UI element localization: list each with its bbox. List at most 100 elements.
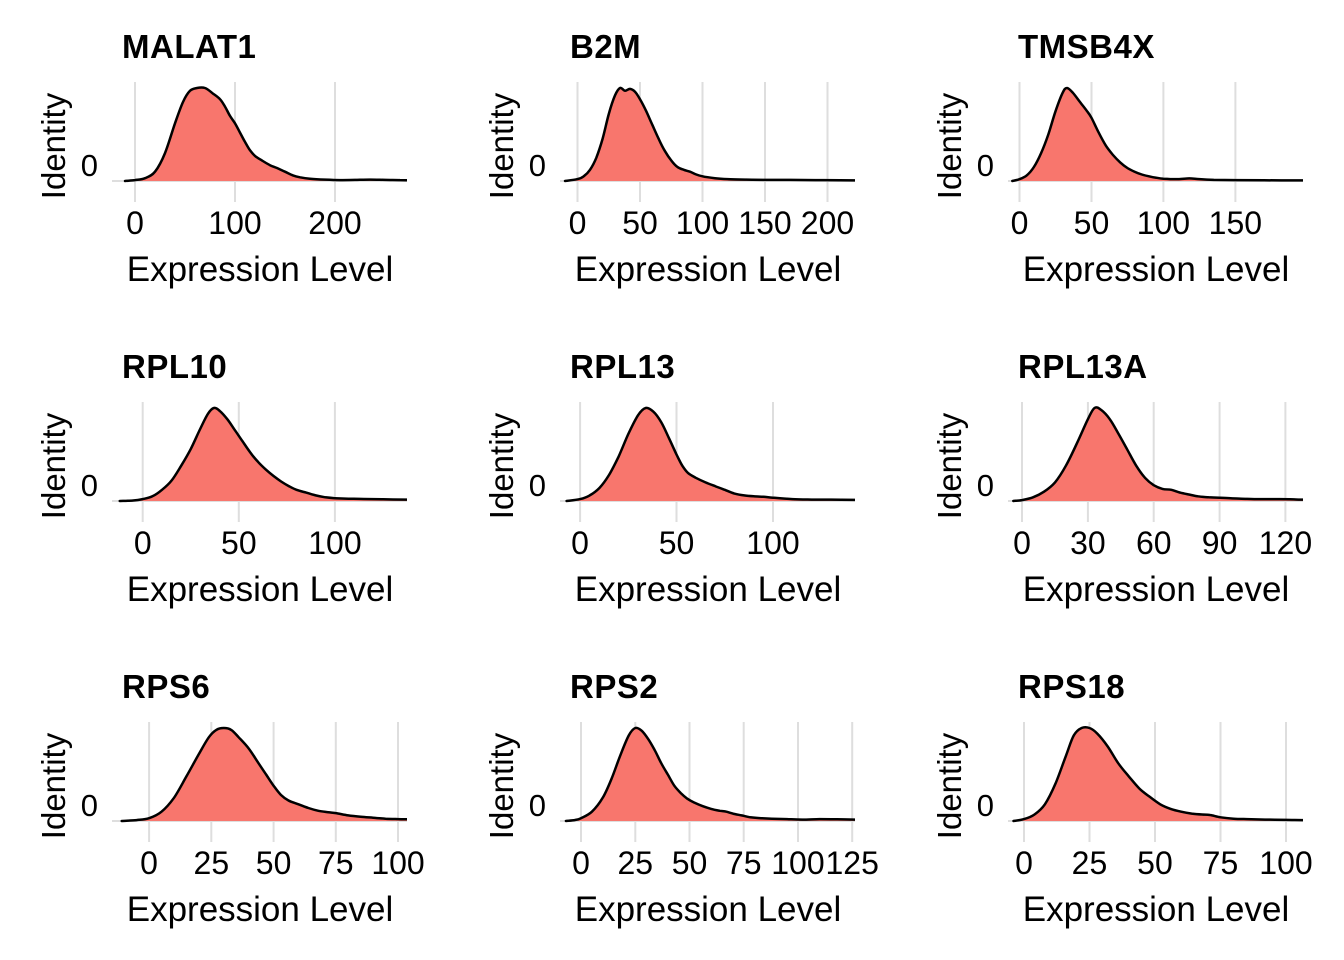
x-tick-label: 100 [308, 525, 362, 561]
y-axis-title: Identity [35, 412, 72, 520]
x-tick-label: 200 [308, 205, 362, 241]
density-fill [125, 87, 407, 181]
x-tick-label: 100 [675, 205, 730, 241]
gene-panel-rpl10: RPL10 Identity 0 0 50 100 Expression Level [0, 320, 448, 640]
x-tick-label: 125 [825, 845, 879, 881]
gene-title: RPS6 [122, 668, 211, 705]
gene-panel-malat1: MALAT1 Identity 0 0 100 200 Expression Lev… [0, 0, 448, 320]
x-axis-title: Expression Level [1022, 250, 1290, 289]
y-axis-title: Identity [483, 732, 520, 840]
x-tick-label: 50 [622, 205, 658, 241]
density-fill [119, 407, 407, 501]
x-tick-label: 0 [571, 525, 589, 561]
y-tick-label: 0 [976, 148, 994, 183]
y-tick-label: 0 [528, 788, 546, 823]
density-plot [1008, 402, 1303, 522]
x-axis-title: Expression Level [1022, 890, 1290, 929]
x-tick-label: 100 [371, 845, 425, 881]
x-tick-label: 0 [140, 845, 158, 881]
gene-panel-rpl13: RPL13 Identity 0 0 50 100 Expression Level [448, 320, 896, 640]
x-tick-label: 120 [1258, 525, 1313, 561]
x-tick-label: 0 [1015, 845, 1033, 881]
gene-title: RPL10 [122, 348, 228, 385]
density-plot [560, 82, 855, 202]
gene-panel-tmsb4x: TMSB4X Identity 0 0 50 100 150 Expression L… [896, 0, 1344, 320]
x-tick-label: 0 [1013, 525, 1031, 561]
x-tick-label: 25 [617, 845, 654, 881]
x-tick-label: 60 [1135, 525, 1172, 561]
density-outline [565, 406, 855, 503]
gene-title: MALAT1 [122, 28, 257, 65]
density-outline [564, 726, 855, 823]
x-tick-label: 75 [725, 845, 762, 881]
density-plot [112, 722, 407, 842]
density-plot [1008, 82, 1303, 202]
x-tick-label: 75 [1202, 845, 1239, 881]
density-plot [112, 82, 407, 202]
x-tick-label: 75 [318, 845, 354, 881]
density-outline [123, 86, 407, 183]
gene-title: RPS18 [1018, 668, 1126, 705]
y-tick-label: 0 [976, 468, 994, 503]
x-tick-label: 100 [1136, 205, 1191, 241]
density-fill [1013, 407, 1303, 501]
x-axis-title: Expression Level [574, 250, 842, 289]
density-fill [121, 728, 407, 821]
x-tick-label: 30 [1070, 525, 1106, 561]
y-axis-title: Identity [931, 92, 968, 200]
x-tick-label: 150 [1208, 205, 1263, 241]
x-tick-label: 0 [572, 845, 590, 881]
x-tick-label: 25 [1071, 845, 1108, 881]
x-tick-label: 50 [221, 525, 257, 561]
x-tick-label: 100 [208, 205, 262, 241]
x-tick-label: 0 [1010, 205, 1029, 241]
x-tick-label: 0 [133, 525, 152, 561]
y-tick-label: 0 [80, 468, 98, 503]
gene-title: TMSB4X [1018, 28, 1155, 65]
x-tick-label: 100 [746, 525, 800, 561]
y-tick-label: 0 [976, 788, 994, 823]
density-fill [1012, 88, 1303, 181]
density-plot [1008, 722, 1303, 842]
gene-title: B2M [570, 28, 642, 65]
y-tick-label: 0 [528, 468, 546, 503]
x-tick-label: 50 [671, 845, 708, 881]
x-tick-label: 50 [1137, 845, 1173, 881]
density-plot [560, 402, 855, 522]
density-plot [560, 722, 855, 842]
x-tick-label: 25 [193, 845, 230, 881]
density-outline [120, 726, 407, 823]
x-tick-label: 90 [1201, 525, 1238, 561]
x-tick-label: 50 [658, 525, 695, 561]
density-fill [566, 407, 855, 501]
y-axis-title: Identity [931, 732, 968, 840]
y-axis-title: Identity [35, 732, 72, 840]
gene-panel-b2m: B2M Identity 0 0 50 100 150 200 Expression L… [448, 0, 896, 320]
x-axis-title: Expression Level [574, 890, 842, 929]
x-axis-title: Expression Level [1022, 570, 1290, 609]
density-outline [118, 406, 407, 503]
y-tick-label: 0 [528, 148, 546, 183]
y-tick-label: 0 [80, 148, 98, 183]
gene-title: RPS2 [570, 668, 659, 705]
gene-title: RPL13A [1018, 348, 1148, 385]
x-tick-label: 50 [1073, 205, 1110, 241]
x-tick-label: 150 [738, 205, 792, 241]
x-tick-label: 0 [568, 205, 587, 241]
x-tick-label: 100 [1259, 845, 1313, 881]
y-tick-label: 0 [80, 788, 98, 823]
gene-title: RPL13 [570, 348, 676, 385]
density-fill [565, 727, 855, 821]
density-outline [563, 86, 855, 183]
gene-panel-rpl13a: RPL13A Identity 0 0 30 60 90 120 Expression … [896, 320, 1344, 640]
x-tick-label: 100 [771, 845, 825, 881]
x-axis-title: Expression Level [126, 570, 394, 609]
density-outline [1012, 725, 1303, 823]
x-axis-title: Expression Level [126, 250, 394, 289]
x-tick-label: 200 [800, 205, 855, 241]
gene-panel-rps18: RPS18 Identity 0 0 25 50 75 100 Expression L… [896, 640, 1344, 960]
density-plot [112, 402, 407, 522]
gene-panel-rps6: RPS6 Identity 0 0 25 50 75 100 Expression Le… [0, 640, 448, 960]
x-axis-title: Expression Level [126, 890, 394, 929]
